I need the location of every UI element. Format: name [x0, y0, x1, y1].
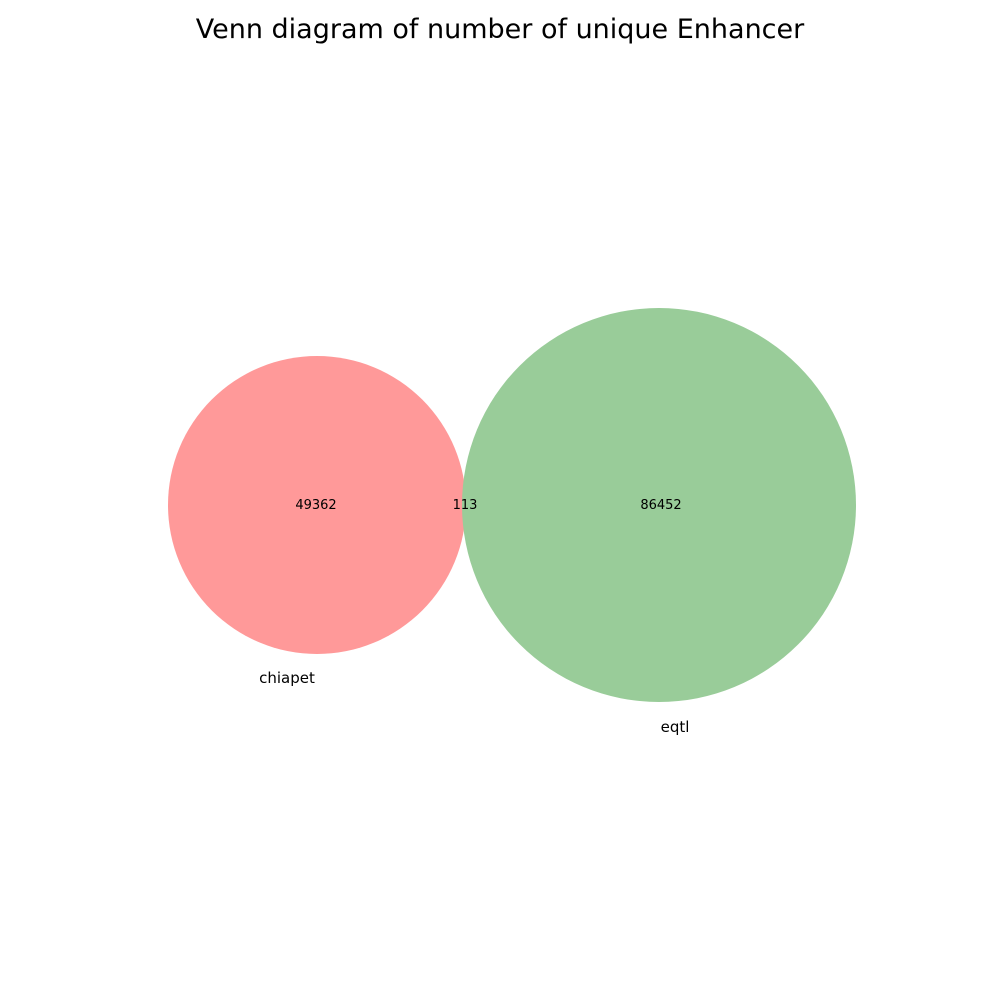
eqtl-circle: [462, 308, 856, 702]
intersection-count: 113: [453, 498, 478, 513]
eqtl-only-count: 86452: [640, 498, 681, 513]
eqtl-set-label: eqtl: [661, 718, 690, 736]
diagram-title: Venn diagram of number of unique Enhance…: [195, 14, 805, 45]
chiapet-circle: [168, 356, 466, 654]
chiapet-set-label: chiapet: [259, 669, 315, 687]
chiapet-only-count: 49362: [295, 498, 336, 513]
